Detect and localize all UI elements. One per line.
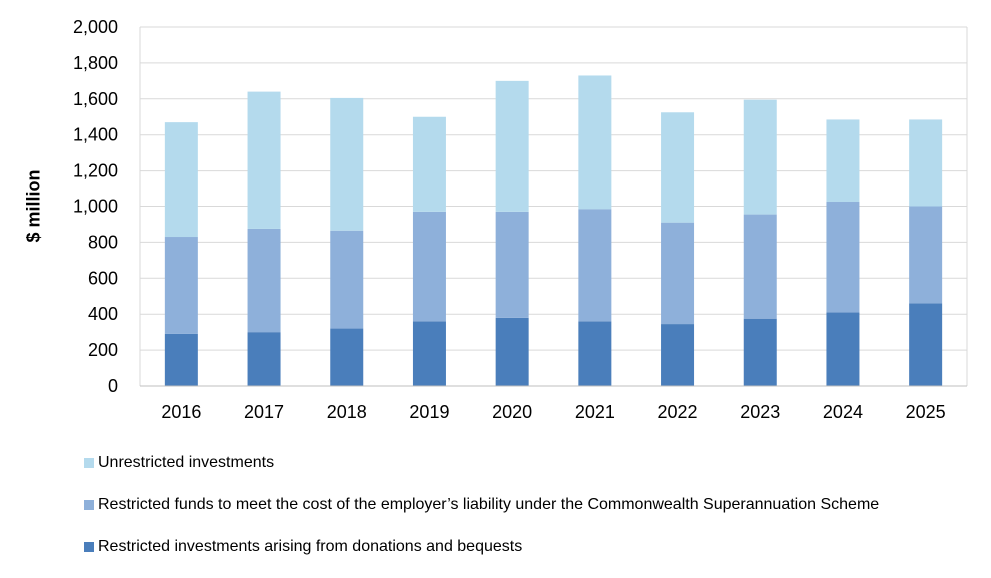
bar-segment	[743, 318, 777, 386]
bar-segment	[909, 206, 943, 304]
bar-segment	[578, 209, 612, 322]
legend: Unrestricted investments Restricted fund…	[84, 452, 879, 578]
bar-segment	[247, 91, 281, 229]
bar-segment	[661, 324, 695, 386]
x-tick-label: 2020	[492, 402, 532, 422]
bar-segment	[247, 332, 281, 386]
bar-segment	[330, 328, 364, 386]
bar-segment	[495, 80, 529, 212]
bar-segment	[330, 97, 364, 231]
y-tick-label: 200	[88, 340, 118, 360]
x-tick-label: 2017	[244, 402, 284, 422]
legend-item-super-liability: Restricted funds to meet the cost of the…	[84, 494, 879, 516]
y-tick-label: 1,000	[73, 197, 118, 217]
y-tick-label: 1,800	[73, 53, 118, 73]
y-tick-label: 1,600	[73, 89, 118, 109]
y-tick-label: 1,400	[73, 125, 118, 145]
legend-swatch	[84, 542, 94, 552]
bar-segment	[826, 312, 860, 386]
bar-segment	[330, 230, 364, 329]
x-tick-label: 2018	[327, 402, 367, 422]
y-tick-label: 400	[88, 304, 118, 324]
legend-label: Restricted funds to meet the cost of the…	[98, 496, 880, 513]
y-axis-label: $ million	[23, 169, 44, 243]
bar-segment	[164, 333, 198, 386]
bar-segment	[495, 211, 529, 318]
bar-segment	[578, 75, 612, 210]
x-tick-label: 2024	[823, 402, 863, 422]
legend-item-donations: Restricted investments arising from dona…	[84, 536, 879, 558]
legend-item-unrestricted: Unrestricted investments	[84, 452, 879, 474]
x-tick-label: 2025	[906, 402, 946, 422]
bar-segment	[743, 214, 777, 319]
x-tick-label: 2023	[740, 402, 780, 422]
bar-segment	[412, 211, 446, 322]
bar-segment	[412, 116, 446, 212]
bar-segment	[412, 321, 446, 386]
legend-label: Unrestricted investments	[98, 454, 275, 471]
bar-segment	[661, 222, 695, 325]
bar-segment	[164, 122, 198, 238]
x-tick-label: 2022	[658, 402, 698, 422]
x-tick-label: 2021	[575, 402, 615, 422]
bar-segment	[164, 237, 198, 334]
bar-segment	[661, 112, 695, 223]
bar-segment	[247, 228, 281, 333]
y-tick-label: 0	[108, 376, 118, 396]
bar-segment	[743, 99, 777, 215]
bar-segment	[909, 119, 943, 207]
bar-segment	[495, 317, 529, 386]
legend-label: Restricted investments arising from dona…	[98, 538, 523, 555]
y-tick-label: 800	[88, 232, 118, 252]
legend-swatch	[84, 458, 94, 468]
bar-segment	[578, 321, 612, 386]
y-tick-label: 2,000	[73, 17, 118, 37]
x-tick-label: 2019	[409, 402, 449, 422]
y-tick-label: 1,200	[73, 161, 118, 181]
y-tick-label: 600	[88, 268, 118, 288]
x-tick-label: 2016	[161, 402, 201, 422]
bar-segment	[826, 119, 860, 203]
bar-segment	[826, 202, 860, 313]
legend-swatch	[84, 500, 94, 510]
bar-segment	[909, 303, 943, 386]
stacked-bar-chart: 0 200 400 600 800 1,000 1,200 1,400 1,600 1,800 2,…	[73, 17, 968, 422]
